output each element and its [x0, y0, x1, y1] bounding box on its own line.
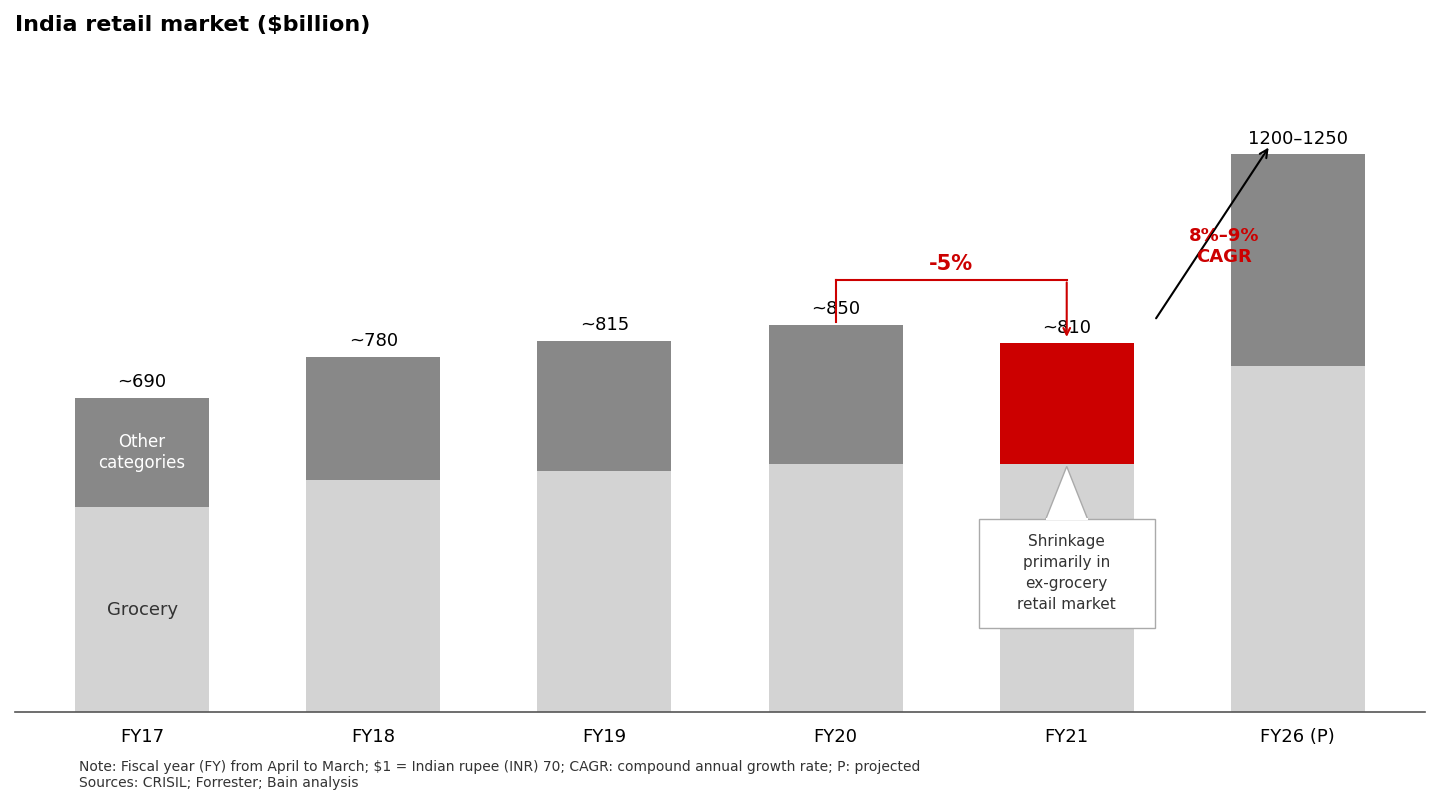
Polygon shape [1045, 467, 1087, 519]
Bar [999, 343, 1133, 464]
FancyBboxPatch shape [979, 519, 1155, 628]
Text: ~690: ~690 [118, 373, 167, 391]
Text: -5%: -5% [929, 254, 973, 274]
Bar [769, 464, 903, 713]
Bar [307, 480, 441, 713]
Bar [75, 507, 209, 713]
Text: Other
categories: Other categories [98, 433, 186, 472]
Bar [1231, 366, 1365, 713]
Text: ~780: ~780 [348, 332, 397, 350]
Text: ~815: ~815 [580, 316, 629, 335]
Polygon shape [1045, 518, 1087, 520]
Bar [999, 464, 1133, 713]
Text: ~850: ~850 [811, 301, 860, 318]
Text: Shrinkage
primarily in
ex-grocery
retail market: Shrinkage primarily in ex-grocery retail… [1017, 535, 1116, 612]
Text: Grocery: Grocery [107, 601, 177, 619]
Bar [537, 471, 671, 713]
Text: 1200–1250: 1200–1250 [1248, 130, 1348, 147]
Bar [769, 325, 903, 464]
Text: Note: Fiscal year (FY) from April to March; $1 = Indian rupee (INR) 70; CAGR: co: Note: Fiscal year (FY) from April to Mar… [79, 760, 920, 790]
Bar [537, 341, 671, 471]
Bar [1231, 155, 1365, 366]
Bar [75, 398, 209, 507]
Text: ~810: ~810 [1043, 318, 1092, 337]
Bar [307, 357, 441, 480]
Text: 8%–9%
CAGR: 8%–9% CAGR [1188, 227, 1259, 266]
Text: India retail market ($billion): India retail market ($billion) [14, 15, 370, 35]
